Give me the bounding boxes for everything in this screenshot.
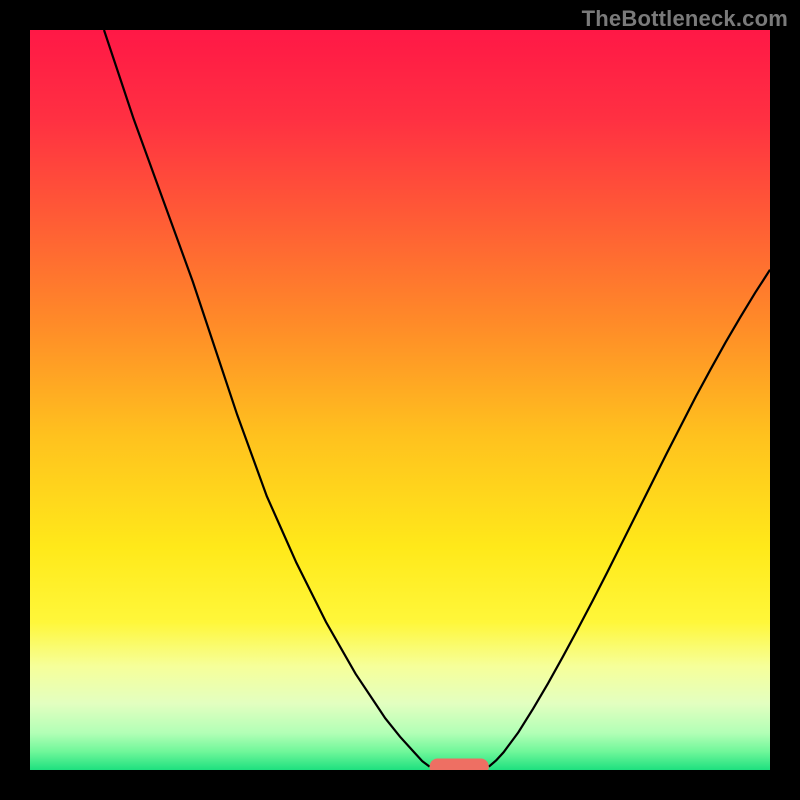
- optimum-marker: [430, 759, 489, 770]
- plot-area: [30, 30, 770, 770]
- chart-frame: TheBottleneck.com: [0, 0, 800, 800]
- bottleneck-chart: [30, 30, 770, 770]
- watermark-text: TheBottleneck.com: [582, 6, 788, 32]
